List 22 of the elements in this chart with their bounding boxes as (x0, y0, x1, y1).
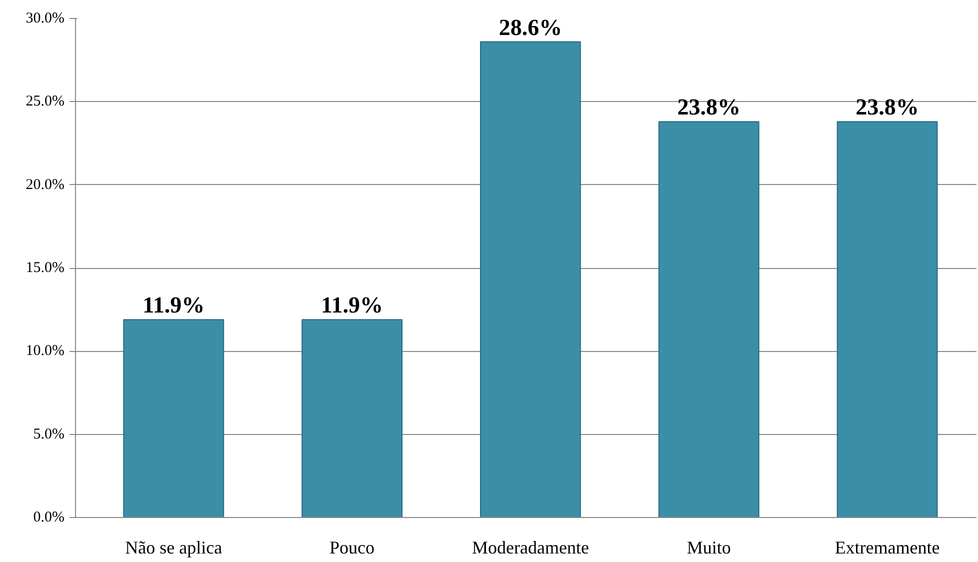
y-tick-label: 0.0% (33, 510, 65, 526)
bar (658, 121, 760, 518)
data-label: 28.6% (498, 14, 562, 40)
bar (836, 121, 938, 518)
data-label: 11.9% (321, 292, 384, 318)
data-label: 11.9% (142, 292, 205, 318)
y-tick-label: 5.0% (33, 426, 65, 442)
y-tick-label: 25.0% (26, 94, 65, 110)
x-tick-label: Moderadamente (472, 538, 589, 558)
data-label: 23.8% (856, 94, 919, 120)
x-tick-label: Muito (686, 538, 731, 558)
y-tick-label: 30.0% (26, 10, 65, 26)
bar (302, 319, 402, 518)
y-tick-label: 20.0% (26, 176, 65, 193)
bar (480, 41, 581, 518)
bar (123, 319, 224, 518)
x-tick-label: Não se aplica (125, 538, 222, 558)
data-label: 23.8% (677, 94, 740, 120)
y-tick-label: 10.0% (26, 343, 65, 360)
y-tick-label: 15.0% (26, 260, 65, 276)
x-tick-label: Pouco (330, 538, 375, 558)
x-tick-label: Extremamente (834, 538, 940, 558)
